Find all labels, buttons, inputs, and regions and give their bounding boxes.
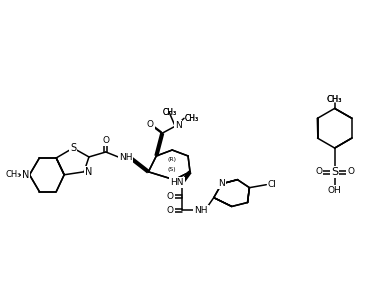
Text: CH₃: CH₃: [185, 114, 199, 123]
Text: O: O: [315, 167, 322, 176]
Text: O: O: [147, 120, 154, 129]
Text: N: N: [85, 167, 93, 177]
Text: N: N: [218, 179, 225, 188]
Text: OH: OH: [328, 186, 342, 195]
Text: CH₃: CH₃: [162, 108, 176, 117]
Text: O: O: [167, 192, 174, 201]
Text: HN: HN: [170, 178, 184, 187]
Text: N: N: [218, 179, 225, 188]
Text: S: S: [331, 167, 338, 177]
Text: O: O: [167, 192, 174, 201]
Text: CH₃: CH₃: [185, 114, 199, 123]
Text: O: O: [147, 120, 154, 129]
Text: O: O: [102, 136, 109, 145]
Text: NH: NH: [119, 153, 133, 162]
Text: CH₃: CH₃: [327, 95, 342, 104]
Text: N: N: [22, 170, 29, 180]
Text: CH₃: CH₃: [6, 170, 21, 179]
Text: O: O: [347, 167, 354, 176]
Text: N: N: [175, 121, 182, 130]
Text: OH: OH: [328, 186, 342, 195]
Text: (R): (R): [167, 157, 176, 162]
Text: S: S: [70, 143, 76, 153]
Text: NH: NH: [194, 206, 208, 215]
Text: O: O: [102, 136, 109, 145]
Text: (S): (S): [167, 167, 176, 172]
Text: N: N: [85, 167, 93, 177]
Text: (S): (S): [167, 167, 176, 172]
Text: CH₃: CH₃: [327, 95, 342, 104]
Text: Cl: Cl: [268, 180, 277, 189]
Text: O: O: [167, 206, 174, 215]
Text: NH: NH: [194, 206, 208, 215]
Text: O: O: [315, 167, 322, 176]
Text: N: N: [175, 121, 182, 130]
Text: S: S: [331, 167, 338, 177]
Text: N: N: [22, 170, 29, 180]
Text: HN: HN: [170, 178, 184, 187]
Text: S: S: [70, 143, 76, 153]
Text: O: O: [167, 206, 174, 215]
Text: O: O: [347, 167, 354, 176]
Text: CH₃: CH₃: [162, 108, 176, 117]
Text: NH: NH: [119, 153, 133, 162]
Text: Cl: Cl: [268, 180, 277, 189]
Text: (R): (R): [167, 157, 176, 162]
